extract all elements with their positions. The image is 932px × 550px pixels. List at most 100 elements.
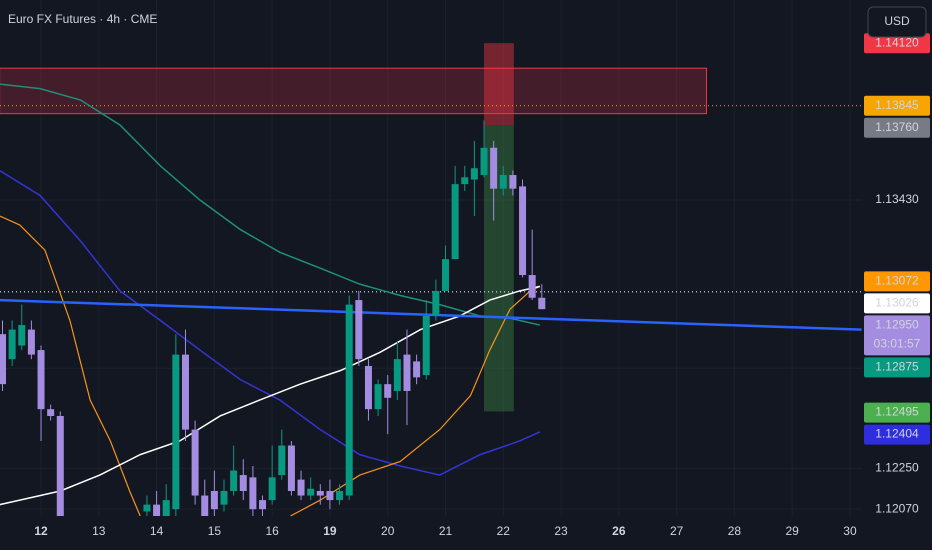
candle-body <box>470 168 478 180</box>
candle-body <box>162 500 170 516</box>
candle-body <box>153 504 161 516</box>
price-label: 1.13845 <box>875 98 919 112</box>
candle-body <box>384 384 392 398</box>
candle-body <box>509 175 517 189</box>
x-tick-label: 19 <box>323 524 337 538</box>
zone <box>0 67 707 115</box>
y-tick-label: 1.12070 <box>875 501 919 515</box>
candle-body <box>249 477 257 510</box>
price-label: 1.12875 <box>875 360 919 374</box>
candle-body <box>432 290 440 316</box>
candle-body <box>422 315 430 376</box>
candle-body <box>490 147 498 189</box>
candle-body <box>528 275 536 298</box>
price-label: 1.13760 <box>875 120 919 134</box>
zone <box>484 43 514 126</box>
price-label: 1.13026 <box>875 296 919 310</box>
candle-body <box>56 415 64 516</box>
x-tick-label: 28 <box>728 524 742 538</box>
price-label-box <box>864 95 930 116</box>
candle-body <box>230 470 238 491</box>
x-tick-label: 14 <box>150 524 164 538</box>
candle-body <box>47 409 55 416</box>
candle-body <box>201 495 209 516</box>
candle-body <box>336 490 344 501</box>
x-tick-label: 23 <box>554 524 568 538</box>
x-tick-label: 26 <box>612 524 626 538</box>
candle-body <box>393 359 401 391</box>
y-tick-label: 1.12250 <box>875 460 919 474</box>
candle-body <box>519 186 527 276</box>
candle-body <box>259 500 267 510</box>
currency-label[interactable]: USD <box>884 14 910 28</box>
candle-body <box>307 488 315 496</box>
price-axis: 1.120701.122501.126901.134301.141201.138… <box>864 33 930 515</box>
plot-area <box>0 43 862 516</box>
y-tick-label: 1.13430 <box>875 192 919 206</box>
candle-body <box>538 297 546 310</box>
chart-title: Euro FX Futures · 4h · CME <box>8 12 157 26</box>
candle-body <box>374 384 382 410</box>
candle-body <box>480 147 488 176</box>
candle-body <box>345 304 353 496</box>
x-tick-label: 21 <box>439 524 453 538</box>
candle-body <box>191 429 199 496</box>
x-tick-label: 29 <box>786 524 800 538</box>
price-label-box <box>864 315 930 356</box>
price-label-box <box>864 424 930 445</box>
currency-button[interactable] <box>867 6 927 38</box>
price-label-box <box>864 402 930 423</box>
price-label: 1.12404 <box>875 427 919 441</box>
x-tick-label: 30 <box>843 524 857 538</box>
candle-body <box>287 445 295 491</box>
candle-body <box>499 175 507 189</box>
price-label-box <box>864 271 930 292</box>
x-tick-label: 27 <box>670 524 684 538</box>
candle-body <box>403 354 411 391</box>
candle-body <box>27 329 35 355</box>
indicator-line <box>0 169 541 476</box>
x-tick-label: 12 <box>34 524 48 538</box>
countdown-label: 03:01:57 <box>874 337 921 351</box>
candle-body <box>355 300 363 360</box>
x-tick-label: 15 <box>208 524 222 538</box>
price-label-box <box>864 117 930 138</box>
price-label-box <box>864 33 930 54</box>
price-label: 1.14120 <box>875 35 919 49</box>
candle-body <box>143 504 151 512</box>
candle-body <box>172 354 180 510</box>
candle-body <box>181 354 189 430</box>
candle-body <box>297 479 305 496</box>
candle-body <box>451 184 459 260</box>
x-tick-label: 22 <box>497 524 511 538</box>
candle-body <box>461 177 469 185</box>
zone <box>484 125 514 412</box>
price-label-box <box>864 357 930 378</box>
candle-body <box>18 325 26 346</box>
x-tick-label: 13 <box>92 524 106 538</box>
candle-body <box>37 350 45 410</box>
candle-body <box>413 361 421 378</box>
candle-body <box>268 477 276 501</box>
candle-body <box>220 490 228 505</box>
x-tick-label: 20 <box>381 524 395 538</box>
candle-body <box>364 365 372 410</box>
candle-body <box>239 475 247 491</box>
candle-body <box>0 334 7 385</box>
candle-body <box>8 329 16 360</box>
candle-body <box>210 490 218 510</box>
candle-body <box>326 490 334 501</box>
x-tick-label: 16 <box>265 524 279 538</box>
price-label: 1.12495 <box>875 405 919 419</box>
price-label: 1.13072 <box>875 274 919 288</box>
price-label-box <box>864 293 930 314</box>
price-label: 1.12950 <box>875 318 919 332</box>
candle-body <box>441 259 449 291</box>
candle-body <box>278 445 286 476</box>
indicator-line <box>0 298 862 331</box>
indicator-line <box>0 285 541 506</box>
candle-body <box>316 490 324 496</box>
